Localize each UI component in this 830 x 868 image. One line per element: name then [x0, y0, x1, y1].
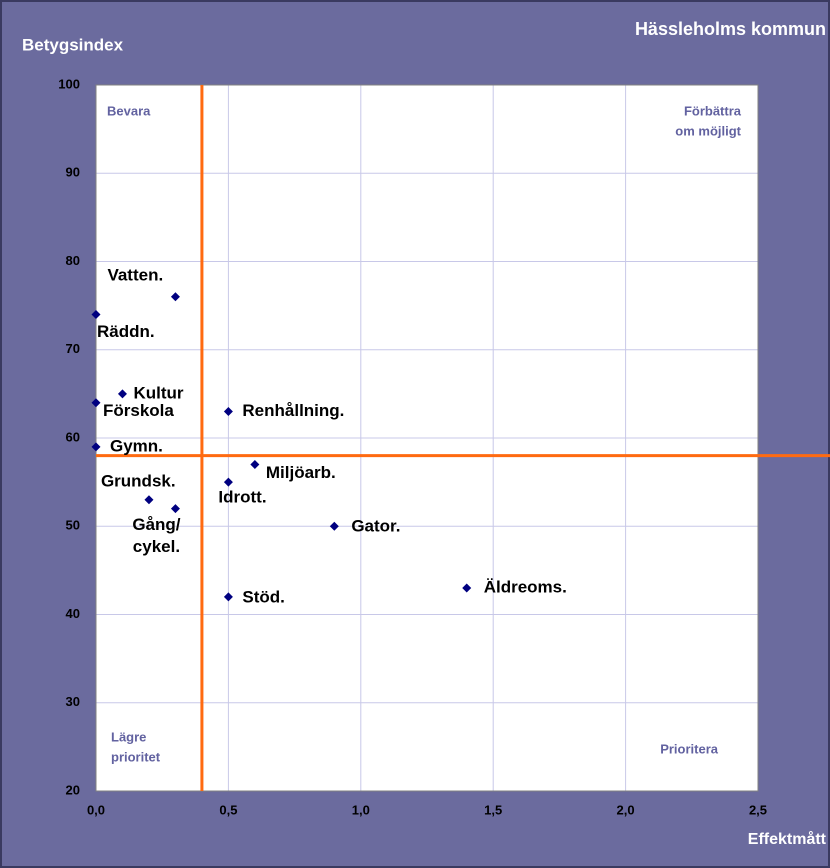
- quadrant-label: Lägre: [111, 729, 146, 744]
- point-label: Stöd.: [242, 587, 285, 606]
- point: [462, 583, 472, 593]
- point: [250, 459, 260, 469]
- point-label: Gymn.: [110, 436, 163, 455]
- y-tick-label: 80: [66, 253, 80, 268]
- chart-title: Hässleholms kommun: [635, 19, 826, 39]
- y-tick-label: 40: [66, 606, 80, 621]
- x-tick-label: 2,0: [617, 802, 635, 817]
- quadrant-label: om möjligt: [675, 123, 741, 138]
- y-tick-label: 100: [58, 76, 80, 91]
- y-tick-label: 70: [66, 341, 80, 356]
- point-label: Gång/: [132, 515, 180, 534]
- x-tick-label: 1,0: [352, 802, 370, 817]
- x-tick-label: 2,5: [749, 802, 767, 817]
- point: [170, 504, 180, 514]
- point-label: Äldreoms.: [484, 578, 567, 597]
- point-label: Grundsk.: [101, 471, 176, 490]
- quadrant-label: Förbättra: [684, 103, 742, 118]
- point: [170, 292, 180, 302]
- y-tick-label: 60: [66, 429, 80, 444]
- y-tick-label: 30: [66, 694, 80, 709]
- point: [223, 592, 233, 602]
- quadrant-label: prioritet: [111, 749, 161, 764]
- point: [91, 442, 101, 452]
- x-tick-label: 0,0: [87, 802, 105, 817]
- point-label: cykel.: [133, 537, 180, 556]
- point-label: Vatten.: [107, 265, 163, 284]
- quadrant-label: Bevara: [107, 103, 151, 118]
- y-tick-label: 20: [66, 782, 80, 797]
- point-label: Kultur: [133, 383, 183, 402]
- point-label: Miljöarb.: [266, 463, 336, 482]
- quadrant-label: Prioritera: [660, 741, 719, 756]
- x-axis-label: Effektmått: [748, 830, 827, 848]
- plot-border: [95, 84, 759, 792]
- x-tick-label: 0,5: [219, 802, 237, 817]
- point-label: Renhållning.: [242, 401, 344, 420]
- y-tick-label: 90: [66, 165, 80, 180]
- point: [329, 521, 339, 531]
- point: [223, 407, 233, 417]
- point: [117, 389, 127, 399]
- point: [91, 309, 101, 319]
- point: [91, 398, 101, 408]
- y-axis-label: Betygsindex: [22, 35, 124, 54]
- point: [144, 495, 154, 505]
- x-tick-label: 1,5: [484, 802, 502, 817]
- point: [223, 477, 233, 487]
- point-label: Gator.: [351, 517, 400, 536]
- point-label: Räddn.: [97, 322, 155, 341]
- point-label: Idrott.: [218, 488, 266, 507]
- y-tick-label: 50: [66, 518, 80, 533]
- point-label: Förskola: [103, 401, 174, 420]
